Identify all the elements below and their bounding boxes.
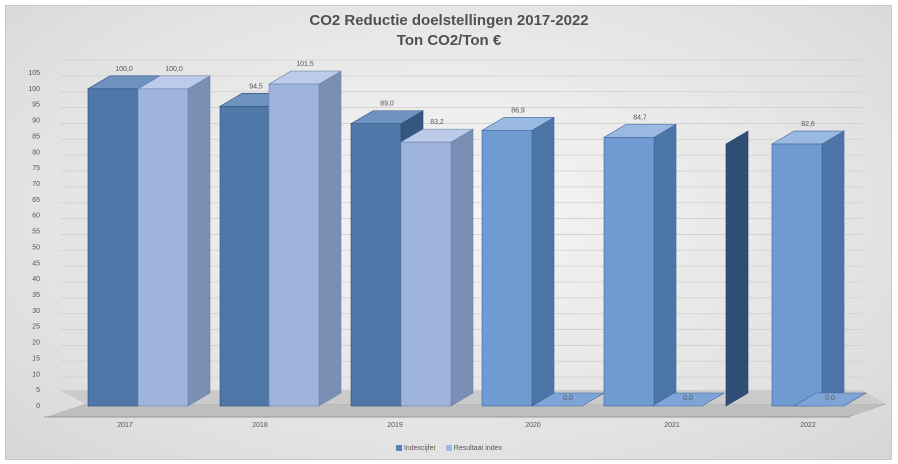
data-label: 86,9: [511, 107, 525, 114]
bar-zero: [650, 392, 726, 407]
bar-side: [653, 123, 677, 407]
y-tick-label: 20: [32, 340, 40, 347]
data-label: 0,0: [825, 395, 835, 402]
x-tick-label: 2018: [252, 422, 268, 429]
data-label: 89,0: [380, 101, 394, 108]
bar: [87, 88, 139, 407]
data-label: 82,6: [801, 121, 815, 128]
bar: [268, 83, 320, 407]
legend-label: Indexcijfer: [403, 445, 436, 452]
bar-zero: [792, 392, 868, 407]
y-tick-label: 35: [32, 292, 40, 299]
data-label: 0,0: [683, 395, 693, 402]
bar-side: [725, 130, 749, 407]
y-tick-label: 25: [32, 324, 40, 331]
y-tick-label: 75: [32, 165, 40, 172]
data-label: 101,5: [296, 61, 314, 68]
y-tick-label: 50: [32, 244, 40, 251]
legend-swatch: [445, 445, 452, 452]
y-tick-label: 45: [32, 260, 40, 267]
bar: [481, 130, 533, 407]
bar-side: [821, 130, 845, 407]
bar: [771, 143, 823, 407]
y-tick-label: 65: [32, 197, 40, 204]
x-tick-label: 2017: [117, 422, 133, 429]
y-tick-label: 30: [32, 308, 40, 315]
y-tick-label: 0: [36, 403, 40, 410]
y-tick-label: 15: [32, 355, 40, 362]
bar: [219, 106, 271, 407]
y-tick-label: 85: [32, 133, 40, 140]
y-tick-label: 100: [28, 86, 40, 93]
y-tick-label: 5: [36, 387, 40, 394]
legend-item-indexcijfer: Indexcijfer: [395, 445, 436, 452]
chart-legend: Indexcijfer Resultaat index: [0, 445, 898, 452]
x-tick-label: 2021: [664, 422, 680, 429]
chart-subtitle: Ton CO2/Ton €: [396, 32, 502, 49]
bar-side: [318, 70, 342, 407]
legend-item-resultaat: Resultaat index: [445, 445, 503, 452]
y-tick-label: 80: [32, 149, 40, 156]
y-tick-label: 90: [32, 118, 40, 125]
y-tick-label: 105: [28, 70, 40, 77]
data-label: 94,5: [249, 83, 263, 90]
y-tick-label: 10: [32, 371, 40, 378]
bar: [137, 88, 189, 407]
legend-swatch: [395, 445, 402, 452]
data-label: 84,7: [633, 114, 647, 121]
x-tick-label: 2022: [800, 422, 816, 429]
y-tick-label: 95: [32, 102, 40, 109]
data-label: 83,2: [430, 119, 444, 126]
bar-side: [531, 116, 555, 407]
y-tick-label: 55: [32, 229, 40, 236]
y-tick-label: 60: [32, 213, 40, 220]
x-tick-label: 2019: [387, 422, 403, 429]
bar: [400, 141, 452, 407]
bar: [350, 123, 402, 407]
data-label: 100,0: [165, 66, 183, 73]
data-label: 100,0: [115, 66, 133, 73]
bar: [603, 137, 655, 407]
y-tick-label: 70: [32, 181, 40, 188]
x-tick-label: 2020: [525, 422, 541, 429]
bar-side: [187, 75, 211, 407]
data-label: 0,0: [563, 395, 573, 402]
chart-title: CO2 Reductie doelstellingen 2017-2022: [309, 12, 589, 29]
legend-label: Resultaat index: [453, 445, 503, 452]
bar-side: [450, 128, 474, 407]
y-tick-label: 40: [32, 276, 40, 283]
